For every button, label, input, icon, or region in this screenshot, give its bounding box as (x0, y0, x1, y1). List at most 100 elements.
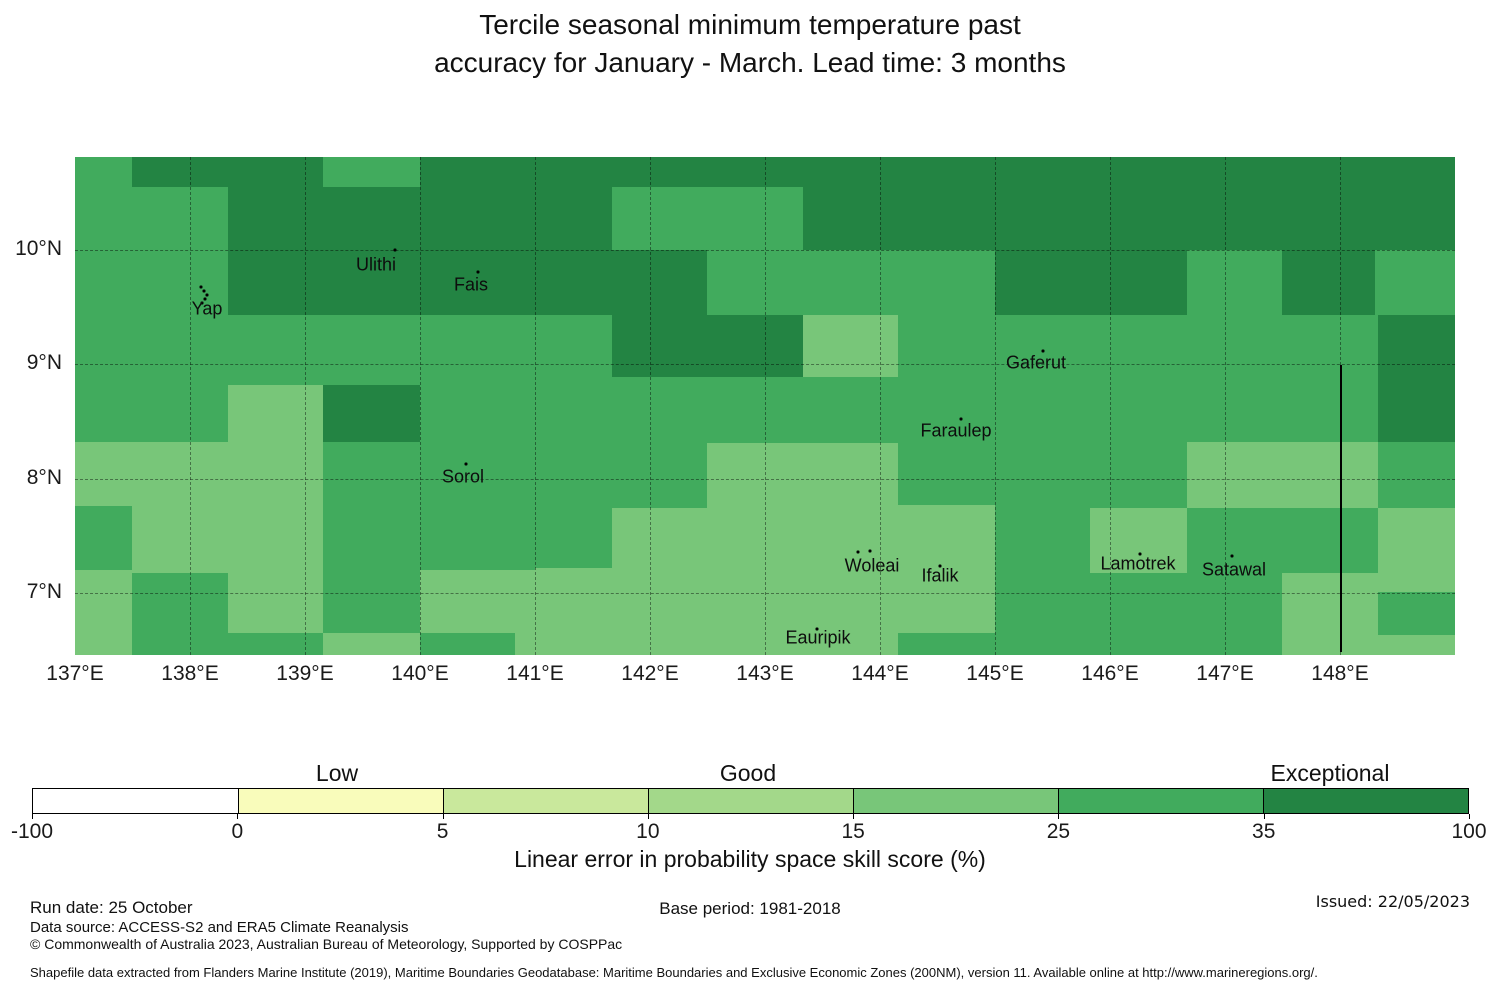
map-cell (420, 157, 1455, 187)
island-label: Eauripik (785, 627, 851, 648)
map-cell (75, 442, 132, 506)
colorbar-tick-label: 100 (1451, 820, 1487, 843)
colorbar-tick-mark (442, 814, 444, 819)
map-cell (420, 570, 535, 633)
island-label: Yap (191, 298, 223, 319)
colorbar-segment (443, 789, 648, 813)
island-marker-dot (1138, 552, 1142, 556)
map-cell (612, 315, 803, 377)
map-cell (323, 633, 420, 655)
colorbar-tick-label: 35 (1252, 820, 1276, 843)
x-tick-label: 142°E (621, 662, 679, 685)
colorbar-tick-mark (853, 814, 855, 819)
island-marker-dot (200, 301, 204, 305)
y-tick-label: 8°N (26, 466, 62, 489)
x-tick-label: 143°E (736, 662, 794, 685)
x-tick-label: 145°E (966, 662, 1024, 685)
y-tick-label: 9°N (26, 351, 62, 374)
map-cell (535, 568, 612, 655)
map-cell (323, 385, 420, 442)
colorbar-tick-mark (647, 814, 649, 819)
island-marker-dot (959, 417, 963, 421)
island-label: Fais (453, 274, 489, 295)
colorbar-segment (33, 789, 238, 813)
latitude-gridline (75, 479, 1455, 480)
map-cell (228, 187, 612, 315)
map-cell (228, 385, 323, 633)
island-marker-dot (1041, 349, 1045, 353)
longitude-gridline (190, 157, 191, 655)
map-cell (515, 633, 535, 655)
island-label: Sorol (441, 466, 485, 487)
colorbar-segment-divider (853, 789, 854, 813)
map-cell (1282, 573, 1378, 655)
latitude-gridline (75, 364, 1455, 365)
colorbar-tick-mark (32, 814, 33, 819)
colorbar-segment-divider (443, 789, 444, 813)
longitude-gridline (305, 157, 306, 655)
island-marker-dot (476, 270, 480, 274)
x-tick-label: 147°E (1196, 662, 1254, 685)
colorbar-segment-divider (238, 789, 239, 813)
island-marker-dot (464, 462, 468, 466)
x-tick-label: 139°E (276, 662, 334, 685)
colorbar-segment-divider (1263, 789, 1264, 813)
x-tick-label: 144°E (851, 662, 909, 685)
colorbar-tick-label: 15 (841, 820, 865, 843)
colorbar (32, 788, 1469, 814)
colorbar-tick-mark (1058, 814, 1060, 819)
x-tick-label: 138°E (161, 662, 219, 685)
map-cell (75, 570, 132, 655)
longitude-gridline (535, 157, 536, 655)
issued-date-text: Issued: 22/05/2023 (1315, 892, 1470, 911)
island-marker-dot (856, 550, 860, 554)
island-marker-dot (202, 289, 206, 293)
y-tick-label: 7°N (26, 580, 62, 603)
island-marker-dot (205, 293, 209, 297)
x-tick-label: 137°E (46, 662, 104, 685)
colorbar-axis-title: Linear error in probability space skill … (514, 846, 986, 872)
island-label: Ifalik (921, 565, 959, 586)
map-cell (132, 157, 228, 187)
colorbar-segment (1263, 789, 1468, 813)
map-cell (898, 505, 995, 633)
longitude-gridline (650, 157, 651, 655)
colorbar-tick-label: 5 (436, 820, 449, 843)
colorbar-tick-label: 0 (231, 820, 244, 843)
map-cell (1187, 442, 1378, 508)
island-label: Gaferut (1005, 352, 1067, 373)
island-marker-dot (393, 248, 397, 252)
island-marker-dot (815, 627, 819, 631)
colorbar-tick-label: 25 (1046, 820, 1071, 843)
latitude-gridline (75, 593, 1455, 594)
island-marker-dot (1230, 554, 1234, 558)
island-label: Lamotrek (1100, 553, 1176, 574)
map-cell (803, 315, 898, 377)
colorbar-segment (1058, 789, 1263, 813)
y-tick-label: 10°N (15, 237, 62, 260)
map-cell (1282, 250, 1375, 315)
copyright-text: © Commonwealth of Australia 2023, Austra… (30, 936, 623, 952)
longitude-gridline (1110, 157, 1111, 655)
colorbar-tick-mark (1469, 814, 1470, 819)
map-cell (707, 443, 898, 655)
shapefile-note-text: Shapefile data extracted from Flanders M… (30, 965, 1318, 980)
map-cell (612, 250, 707, 315)
map-cell (1378, 635, 1455, 655)
colorbar-segment-divider (648, 789, 649, 813)
colorbar-tick-mark (1263, 814, 1265, 819)
map-cell (1378, 315, 1455, 442)
x-tick-label: 148°E (1311, 662, 1369, 685)
map-panel: Yap Ulithi Fais Gaferut Faraulep Sorol Woleai I… (75, 157, 1455, 655)
longitude-gridline (995, 157, 996, 655)
latitude-gridline (75, 250, 1455, 251)
island-marker-dot (938, 564, 942, 568)
island-marker-dot (203, 297, 207, 301)
data-source-text: Data source: ACCESS-S2 and ERA5 Climate … (30, 919, 409, 936)
longitude-gridline (880, 157, 881, 655)
run-date-text: Run date: 25 October (30, 898, 193, 917)
colorbar-tick-label: 10 (636, 820, 660, 843)
map-cell (132, 442, 228, 573)
colorbar-tick-mark (237, 814, 239, 819)
longitude-gridline (765, 157, 766, 655)
